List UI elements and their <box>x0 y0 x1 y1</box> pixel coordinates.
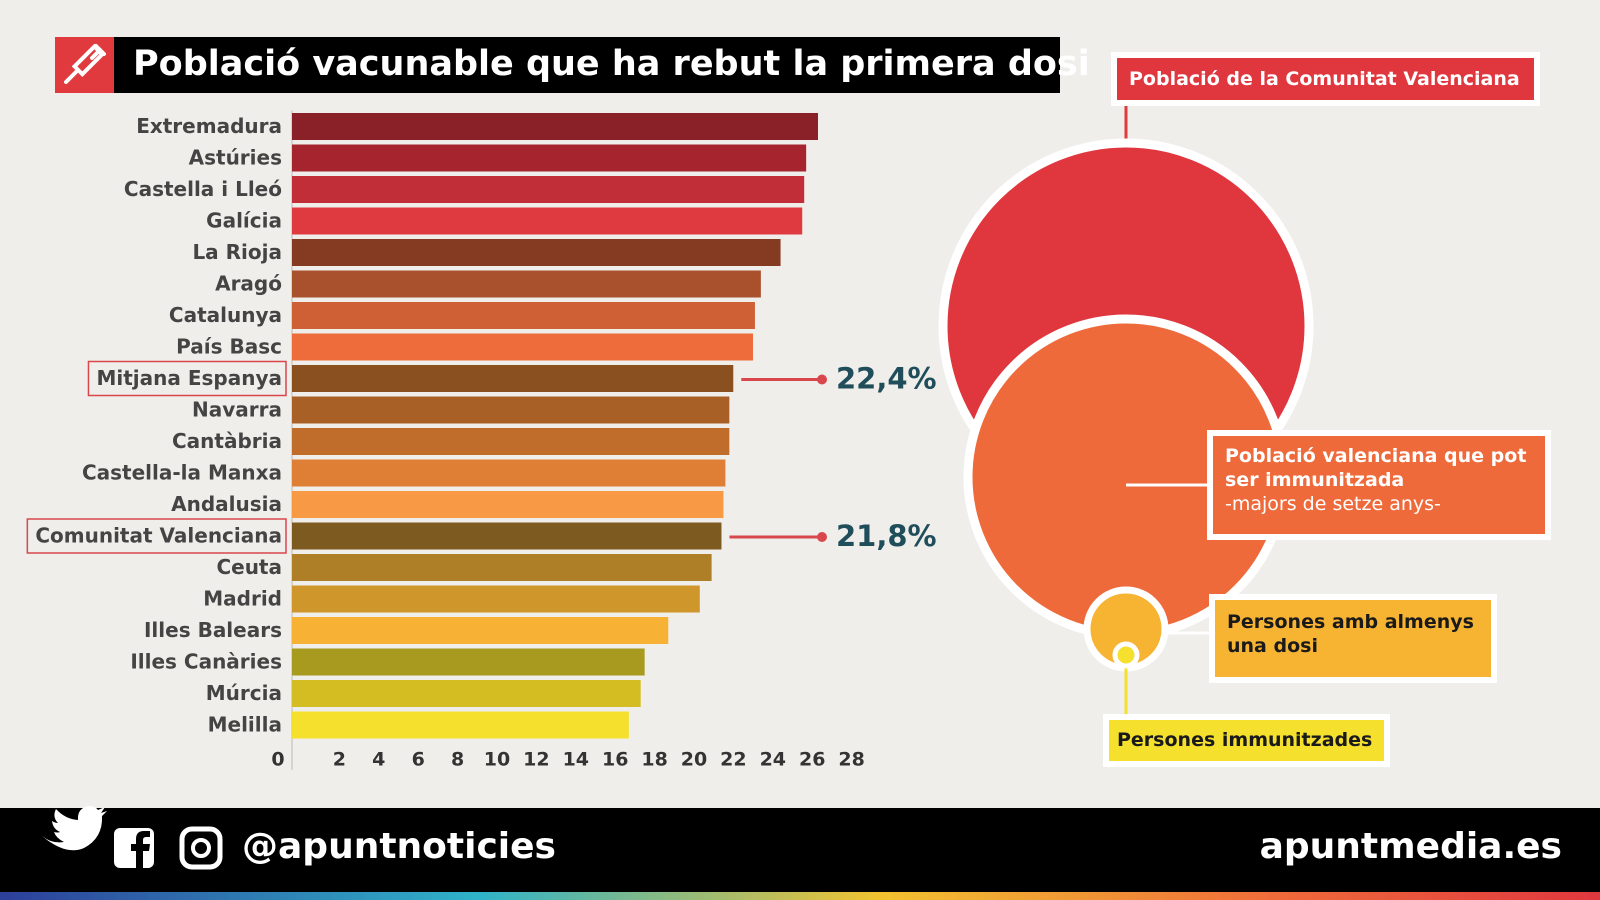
x-tick-label: 0 <box>271 749 284 771</box>
category-label: Cantàbria <box>172 429 282 453</box>
category-label: Castella-la Manxa <box>82 461 282 485</box>
facebook-f <box>131 831 150 868</box>
bar <box>292 585 700 613</box>
x-tick-label: 26 <box>799 749 825 771</box>
annotation-dot <box>817 374 827 385</box>
x-tick-label: 16 <box>602 749 628 771</box>
x-tick-label: 20 <box>681 749 707 771</box>
footer-site[interactable]: apuntmedia.es <box>1259 826 1562 867</box>
highlight-box <box>26 518 287 554</box>
bar <box>292 711 629 739</box>
bar <box>292 270 761 298</box>
bar <box>292 176 805 203</box>
category-label: Madrid <box>203 587 282 611</box>
label-eligible-text: Població valenciana que pot ser immunitz… <box>1225 445 1527 491</box>
category-label: País Basc <box>176 335 282 359</box>
footer-stripe <box>0 892 1600 900</box>
chart-title: Població vacunable que ha rebut la prime… <box>133 44 1090 84</box>
bar <box>292 617 669 644</box>
title-bg <box>114 37 1060 93</box>
x-tick-label: 10 <box>484 749 510 771</box>
title-icon-bg <box>55 37 114 93</box>
category-label: Aragó <box>215 272 282 296</box>
x-tick-label: 4 <box>372 749 385 771</box>
category-label: Mitjana Espanya <box>96 366 282 390</box>
twitter-icon[interactable] <box>42 806 107 851</box>
footer-handle[interactable]: @apuntnoticies <box>242 826 556 867</box>
bar <box>292 522 722 550</box>
label-eligible: Població valenciana que pot ser immunitz… <box>1207 430 1551 540</box>
bar <box>292 680 641 707</box>
bar <box>292 333 753 361</box>
x-tick-label: 28 <box>838 749 864 771</box>
value-label: 22,4% <box>836 362 937 396</box>
bar <box>292 648 645 676</box>
category-label: Illes Canàries <box>130 650 282 674</box>
bar <box>292 554 712 581</box>
category-label: Andalusia <box>171 492 282 516</box>
category-label: Catalunya <box>169 303 282 327</box>
category-label: Múrcia <box>206 681 282 705</box>
x-tick-label: 14 <box>563 749 589 771</box>
footer-bg <box>0 808 1600 900</box>
bar <box>292 491 724 518</box>
bar <box>292 239 781 266</box>
bar <box>292 396 730 424</box>
category-label: La Rioja <box>192 240 282 264</box>
category-label: Navarra <box>192 398 282 422</box>
label-eligible-note: -majors de setze anys- <box>1225 493 1441 515</box>
x-tick-label: 12 <box>523 749 549 771</box>
x-tick-label: 18 <box>641 749 667 771</box>
category-label: Comunitat Valenciana <box>35 524 282 548</box>
instagram-lens <box>191 838 211 858</box>
category-label: Extremadura <box>136 114 282 138</box>
category-label: Astúries <box>189 146 282 170</box>
syringe-icon <box>64 43 106 84</box>
label-one-dose: Persones amb almenys una dosi <box>1209 594 1497 683</box>
category-label: Ceuta <box>216 555 282 579</box>
category-label: Castella i Lleó <box>124 177 282 201</box>
circle-immunized <box>1112 641 1140 669</box>
annotation-dot <box>817 532 827 542</box>
bar <box>292 113 818 140</box>
value-label: 21,8% <box>836 519 937 553</box>
bar <box>292 302 755 329</box>
x-tick-label: 22 <box>720 749 746 771</box>
category-label: Melilla <box>208 713 282 737</box>
category-label: Galícia <box>206 209 282 233</box>
bar <box>292 428 730 455</box>
x-tick-label: 2 <box>333 749 346 771</box>
x-tick-label: 6 <box>412 749 425 771</box>
highlight-box <box>87 360 287 397</box>
bar <box>292 459 726 487</box>
category-label: Illes Balears <box>144 618 282 642</box>
label-total: Població de la Comunitat Valenciana <box>1111 52 1540 106</box>
label-immunized: Persones immunitzades <box>1103 714 1390 767</box>
instagram-icon[interactable] <box>179 826 223 870</box>
bar <box>292 207 803 235</box>
bar <box>292 365 734 392</box>
bar <box>292 144 807 172</box>
x-tick-label: 24 <box>760 749 786 771</box>
x-tick-label: 8 <box>451 749 464 771</box>
